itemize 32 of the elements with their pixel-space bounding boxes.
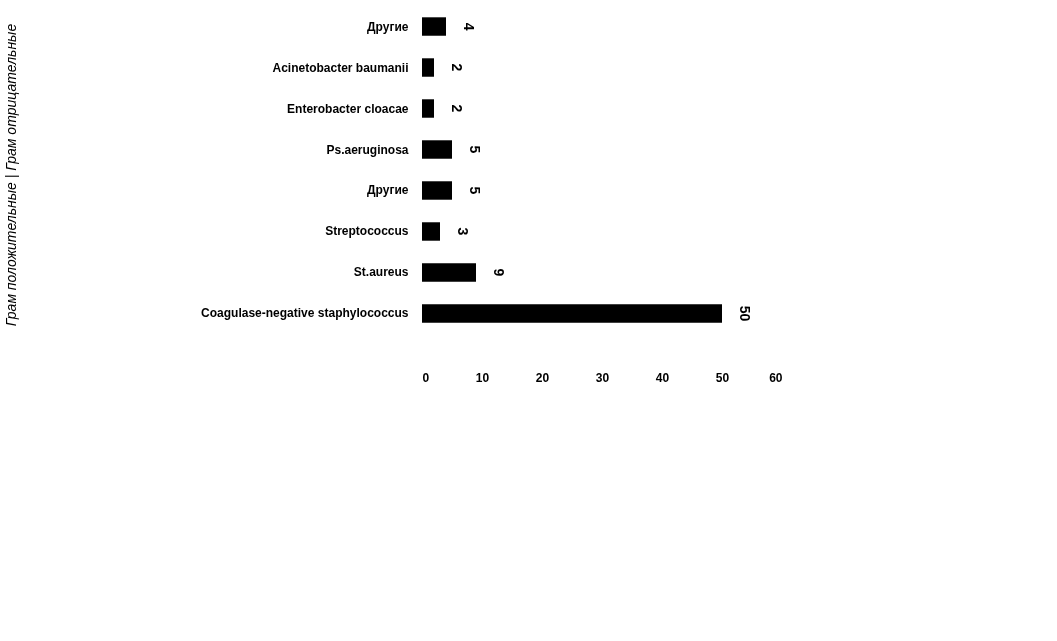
x-tick-label: 10 [475,370,490,385]
data-label: 50 [737,305,753,322]
y-tick-label: Streptococcus [325,224,409,239]
x-tick-label: 20 [535,370,550,385]
y-tick-label: Acinetobacter baumanii [272,60,409,75]
data-label: 4 [461,22,477,31]
text: Грам положительные | Грам отрицательные [3,23,19,327]
x-tick-label: 0 [422,370,430,385]
x-tick-label: 40 [655,370,670,385]
data-label: 5 [467,186,483,195]
y-tick-label: Другие [367,19,409,34]
y-tick-label: Enterobacter cloacae [287,101,409,116]
bar [422,181,452,200]
bar [422,140,452,159]
data-label: 3 [455,227,471,236]
data-label: 2 [449,63,465,72]
bar [422,222,440,241]
y-tick-label: Coagulase-negative staphylococcus [201,306,409,321]
y-tick-label: Другие [367,183,409,198]
data-label: 9 [491,268,507,277]
bar [422,263,476,282]
bar [422,17,446,36]
data-label: 5 [467,145,483,154]
bar [422,99,434,118]
x-tick-label: 50 [715,370,730,385]
x-tick-label: 30 [595,370,610,385]
y-tick-label: St.aureus [353,265,409,280]
y-tick-label: Ps.aeruginosa [326,142,409,157]
bar [422,58,434,77]
x-tick-label: 60 [769,370,783,385]
bar [422,304,722,323]
data-label: 2 [449,104,465,113]
